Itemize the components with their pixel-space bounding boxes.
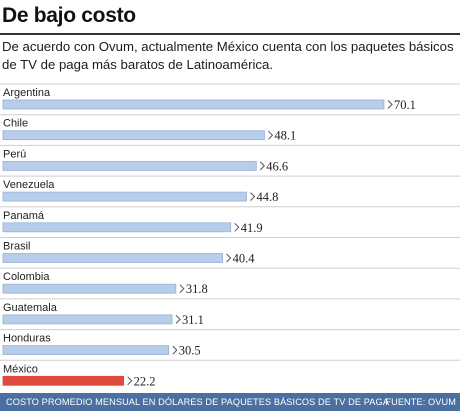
category-label-brasil: Brasil [3,241,31,253]
category-label-honduras: Honduras [3,333,51,345]
value-arrow-icon [259,161,265,171]
chart-subtitle: De acuerdo con Ovum, actualmente México … [2,39,454,72]
value-label-colombia: 31.8 [186,282,208,296]
category-label-venezuela: Venezuela [3,179,55,191]
footer-note: COSTO PROMEDIO MENSUAL EN DÓLARES DE PAQ… [6,397,389,407]
value-label-brasil: 40.4 [233,252,256,266]
bar-honduras [2,345,170,356]
value-label-panama: 41.9 [241,221,263,235]
footer-source: FUENTE: OVUM [385,397,456,407]
category-label-peru: Perú [3,148,26,160]
value-arrow-icon [234,222,240,232]
value-label-honduras: 30.5 [179,344,201,358]
value-arrow-icon [127,376,133,386]
value-label-venezuela: 44.8 [256,190,278,204]
value-arrow-icon [175,315,181,324]
value-label-mexico: 22.2 [134,374,156,388]
title-rule [0,33,460,35]
footer-bar: COSTO PROMEDIO MENSUAL EN DÓLARES DE PAQ… [0,393,460,411]
value-label-guatemala: 31.1 [182,313,204,327]
bar-chile [2,130,265,141]
value-arrow-icon [226,253,232,263]
category-label-chile: Chile [3,118,28,130]
value-label-argentina: 70.1 [394,98,416,112]
value-label-chile: 48.1 [274,129,296,143]
value-arrow-icon [268,130,274,140]
bar-brasil [2,253,223,263]
value-arrow-icon [250,192,256,201]
category-label-guatemala: Guatemala [3,302,58,314]
bar-mexico [2,375,125,386]
category-label-argentina: Argentina [3,87,51,99]
category-label-panama: Panamá [3,210,45,222]
value-arrow-icon [172,345,178,355]
bar-argentina [2,99,385,110]
value-arrow-icon [179,284,185,294]
value-arrow-icon [387,100,393,109]
value-label-peru: 46.6 [266,159,288,173]
chart-title: De bajo costo [2,4,136,27]
bar-venezuela [2,191,247,202]
bar-panama [2,222,232,233]
category-label-colombia: Colombia [3,271,50,283]
bar-peru [2,160,257,171]
category-label-mexico: México [3,363,38,375]
bar-chart: Argentina 70.1 Chile 48.1 Perú 46.6 Venezuela 4… [0,83,460,388]
bar-colombia [2,283,177,294]
bar-guatemala [2,314,173,325]
